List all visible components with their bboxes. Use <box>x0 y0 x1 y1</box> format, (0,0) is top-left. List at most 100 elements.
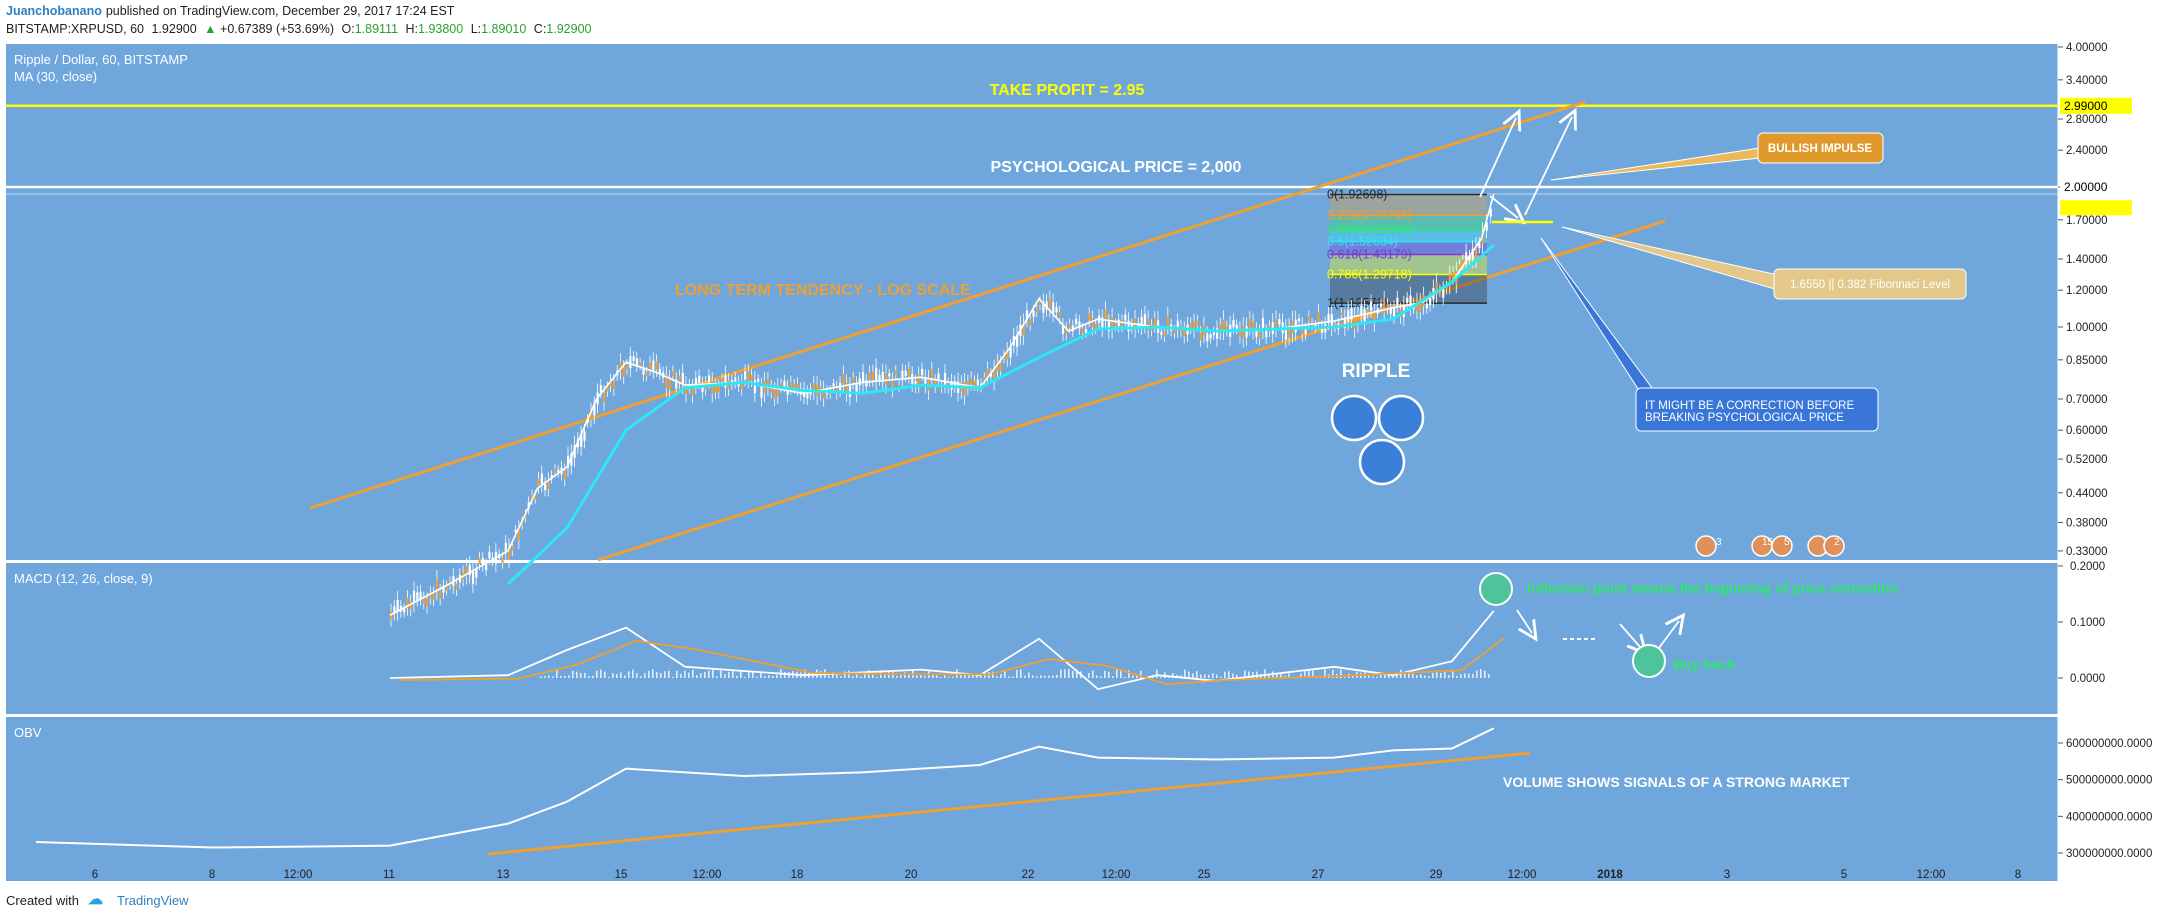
time-tick-label: 3 <box>1724 869 1730 881</box>
time-tick-label: 2018 <box>1597 869 1623 881</box>
flag-icon[interactable] <box>1823 535 1845 557</box>
channel-upper-line[interactable] <box>309 100 1586 510</box>
price-tick-label: 4.00000 <box>2066 42 2108 54</box>
inflection-point-marker <box>1479 572 1513 606</box>
obv-tick-label: 600000000.0000 <box>2066 738 2152 750</box>
time-tick-label: 12:00 <box>1102 869 1131 881</box>
bullish-impulse-text: BULLISH IMPULSE <box>1768 143 1872 155</box>
symbol-line: BITSTAMP:XRPUSD, 60 1.92900 ▲ +0.67389 (… <box>6 22 595 36</box>
obv-tick-label: 400000000.0000 <box>2066 811 2152 823</box>
price-tick-label: 1.20000 <box>2066 285 2108 297</box>
created-with-text: Created with <box>6 893 79 908</box>
correction-box <box>1635 387 1879 432</box>
price-tick-label: 1.00000 <box>2066 322 2108 334</box>
time-tick-label: 11 <box>383 869 395 881</box>
low-label: L: <box>470 22 482 36</box>
time-tick-label: 27 <box>1312 869 1325 881</box>
price-y-axis: 4.00000 3.40000 2.80000 2.40000 2.00000 1.700… <box>2058 42 2108 558</box>
ripple-logo-circle-left <box>1330 394 1378 442</box>
fibonacci-retracement[interactable]: 0(1.92698)0.236(1.73768)0.382(1.62058)0.… <box>1327 188 1487 311</box>
macd-tick-label: 0.1000 <box>2070 617 2105 629</box>
obv-series-line <box>35 727 1495 849</box>
time-tick-label: 8 <box>209 869 215 881</box>
footer: Created with ☁ TradingView <box>0 882 2158 920</box>
time-tick-label: 12:00 <box>693 869 722 881</box>
price-tick-label: 0.33000 <box>2066 546 2108 558</box>
fib-zone <box>1330 194 1487 216</box>
publish-line: Juanchobanano published on TradingView.co… <box>6 4 458 18</box>
take-profit-price-tag <box>2060 97 2132 114</box>
chart-header: Juanchobanano published on TradingView.co… <box>0 0 2158 42</box>
macd-signal-line <box>399 637 1505 686</box>
price-tick-label: 0.38000 <box>2066 517 2108 529</box>
time-tick-label: 15 <box>615 869 628 881</box>
flag-icon[interactable] <box>1695 535 1717 557</box>
obv-y-axis: 600000000.0000 500000000.0000 400000000.00… <box>2058 738 2152 860</box>
fib-level-label: 0.618(1.43179) <box>1327 248 1412 262</box>
fib-level-label: 0(1.92698) <box>1327 188 1387 202</box>
author-link[interactable]: Juanchobanano <box>6 4 102 18</box>
tradingview-link[interactable]: TradingView <box>117 893 189 908</box>
price-tick-label: 3.40000 <box>2066 75 2108 87</box>
open-label: O: <box>341 22 355 36</box>
tradingview-logo-icon[interactable]: ☁ <box>88 891 103 908</box>
event-badges[interactable]: 3 15 5 1 2 <box>1695 535 1845 557</box>
fib-zone <box>1330 274 1487 304</box>
time-tick-label: 29 <box>1430 869 1443 881</box>
take-profit-label: TAKE PROFIT = 2.95 <box>990 82 1145 99</box>
time-tick-label: 12:00 <box>284 869 313 881</box>
close-label: C: <box>533 22 547 36</box>
badge-count: 5 <box>1784 537 1790 548</box>
fib-level-box <box>1773 268 1967 300</box>
psychological-price-tag <box>2060 179 2132 195</box>
macd-arrow-down <box>1516 609 1532 633</box>
high-label: H: <box>405 22 419 36</box>
psychological-price-tag-text: 2.00000 <box>2064 180 2108 194</box>
correction-text-line2: BREAKING PSYCHOLOGICAL PRICE <box>1645 412 1844 424</box>
low-value: 1.89010 <box>481 22 527 36</box>
price-tick-label: 0.60000 <box>2066 425 2108 437</box>
take-profit-price-tag-text: 2.99000 <box>2064 99 2108 113</box>
fib-level-label: 0.5(1.52634) <box>1327 235 1398 249</box>
long-term-tendency-label: LONG TERM TENDENCY - LOG SCALE <box>675 282 971 299</box>
price-tick-label: 1.40000 <box>2066 254 2108 266</box>
up-arrow-icon: ▲ <box>204 22 217 36</box>
arrow-up-1 <box>1479 118 1516 198</box>
price-tick-label: 0.85000 <box>2066 355 2108 367</box>
macd-arrow-down-2 <box>1619 623 1641 648</box>
published-text: published on TradingView.com, December 2… <box>105 4 455 18</box>
fib-zone <box>1330 254 1487 275</box>
price-tick-label: 2.40000 <box>2066 145 2108 157</box>
fib-level-label: 1(1.12571) <box>1327 296 1387 310</box>
ma-series-line <box>506 243 1495 586</box>
obv-panel[interactable] <box>6 717 2058 881</box>
chart-svg[interactable]: Ripple / Dollar, 60, BITSTAMP MA (30, cl… <box>0 0 2158 882</box>
price-change: +0.67389 (+53.69%) <box>220 22 334 36</box>
time-tick-label: 12:00 <box>1508 869 1537 881</box>
arrow-down <box>1489 195 1518 218</box>
fib-zone <box>1330 215 1487 230</box>
inflection-label: Inflection point means the beginning of … <box>1527 580 1898 596</box>
fib-level-label: 0.236(1.73768) <box>1327 208 1412 222</box>
ma-indicator-title: MA (30, close) <box>14 69 97 84</box>
time-tick-label: 12:00 <box>1917 869 1946 881</box>
macd-panel[interactable] <box>6 563 2058 714</box>
psychological-price-label: PSYCHOLOGICAL PRICE = 2,000 <box>991 159 1242 176</box>
obv-trend-line[interactable] <box>487 751 1531 856</box>
price-tick-label: 0.44000 <box>2066 488 2108 500</box>
macd-series-line <box>389 610 1495 691</box>
fib-zone <box>1330 229 1487 242</box>
time-x-axis: 6 8 12:00 11 13 15 12:00 18 20 22 12:00 25 27 29 12:00… <box>92 869 2021 881</box>
price-panel-title: Ripple / Dollar, 60, BITSTAMP <box>14 52 188 67</box>
bullish-impulse-box <box>1757 132 1884 164</box>
macd-panel-title: MACD (12, 26, close, 9) <box>14 571 153 586</box>
time-tick-label: 8 <box>2015 869 2021 881</box>
price-panel[interactable] <box>6 44 2058 560</box>
obv-tick-label: 500000000.0000 <box>2066 775 2152 787</box>
macd-tick-label: 0.0000 <box>2070 673 2105 685</box>
fib-zone <box>1330 241 1487 255</box>
arrow-up-2 <box>1524 117 1572 216</box>
flag-icon[interactable] <box>1771 535 1793 557</box>
badge-count: 2 <box>1834 537 1840 548</box>
channel-lower-line[interactable] <box>597 219 1666 562</box>
